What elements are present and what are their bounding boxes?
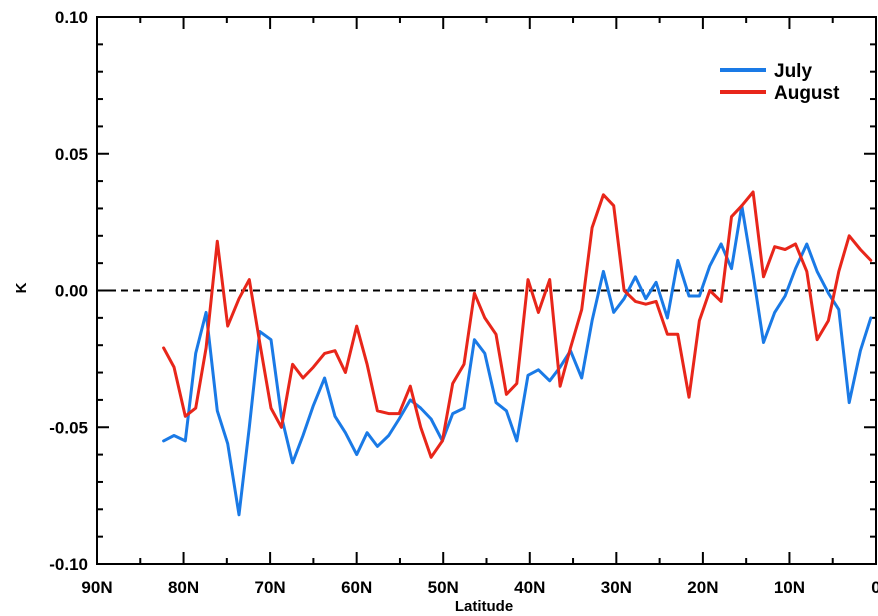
x-tick-label: 0 [871, 578, 878, 597]
y-tick-label: 0.10 [55, 8, 88, 27]
x-tick-label: 50N [428, 578, 459, 597]
x-axis-title: Latitude [455, 598, 513, 615]
y-tick-label: -0.10 [49, 555, 88, 574]
legend-label-august: August [774, 83, 840, 104]
axes: 90N 80N 70N 60N 50N 40N 30N 20N 10N 0 -0.10 -0.05 0.… [49, 8, 878, 597]
y-axis-title: K [13, 282, 30, 293]
legend-label-july: July [774, 61, 812, 82]
x-tick-label: 20N [687, 578, 718, 597]
y-tick-label: 0.05 [55, 145, 88, 164]
x-tick-label: 10N [774, 578, 805, 597]
series-line-august [162, 190, 873, 459]
x-tick-label: 60N [341, 578, 372, 597]
x-tick-label: 90N [81, 578, 112, 597]
x-tick-label: 40N [514, 578, 545, 597]
x-tick-label: 80N [168, 578, 199, 597]
series-lines [162, 190, 873, 517]
series-line-july [162, 204, 873, 517]
x-tick-label: 70N [255, 578, 286, 597]
y-tick-label: -0.05 [49, 418, 88, 437]
x-tick-label: 30N [601, 578, 632, 597]
y-tick-label: 0.00 [55, 282, 88, 301]
